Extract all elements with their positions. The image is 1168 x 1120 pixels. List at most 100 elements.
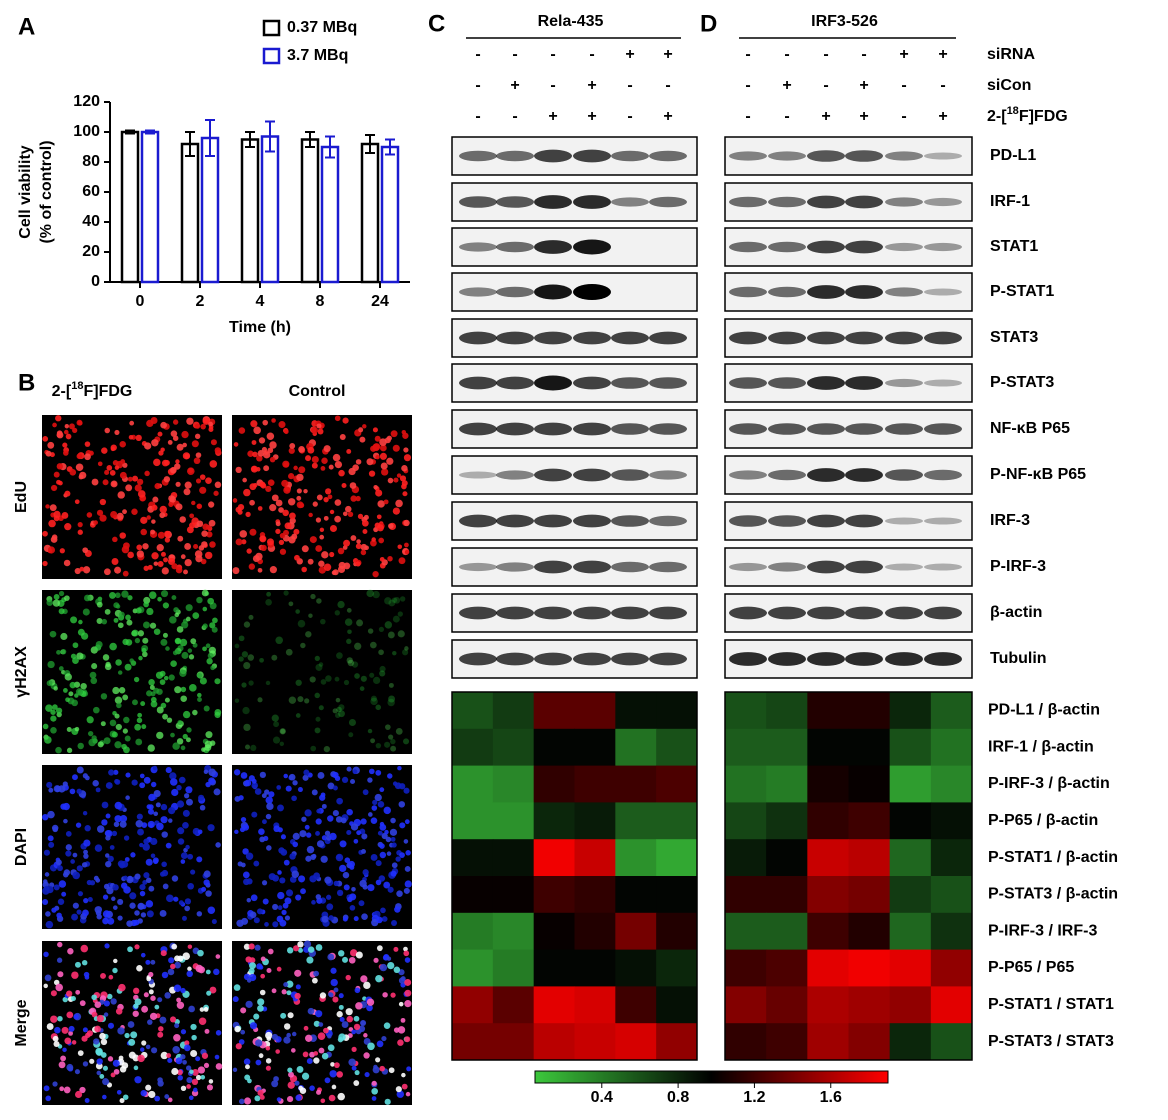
- cell: [99, 1074, 105, 1079]
- cell: [313, 1051, 319, 1056]
- cell: [125, 795, 130, 800]
- bar: [260, 135, 280, 284]
- cell: [387, 773, 393, 779]
- cell: [175, 481, 181, 487]
- heatmap-cell: [615, 839, 657, 877]
- cell: [387, 477, 394, 484]
- cell: [319, 534, 325, 540]
- cell: [298, 947, 303, 953]
- cell: [362, 869, 369, 876]
- blot-band: [807, 468, 845, 482]
- cell: [122, 694, 129, 701]
- cell: [198, 545, 205, 551]
- cell: [55, 983, 63, 992]
- blot-band: [534, 331, 572, 345]
- cell: [82, 1061, 89, 1067]
- blot: [724, 501, 973, 541]
- cell: [351, 661, 359, 668]
- blot-band: [573, 514, 611, 528]
- cell: [214, 447, 222, 454]
- cell: [240, 1029, 246, 1035]
- cell: [156, 544, 164, 552]
- cell: [73, 1014, 79, 1020]
- cell: [243, 1058, 251, 1065]
- cell: [162, 602, 169, 609]
- cell: [366, 589, 374, 598]
- blot-band: [611, 150, 649, 162]
- heatmap-cell: [656, 876, 698, 914]
- cell: [251, 440, 257, 445]
- heatmap-cell: [807, 692, 849, 730]
- cell: [77, 1050, 84, 1057]
- cell: [175, 503, 183, 511]
- cell: [188, 1095, 194, 1101]
- cell: [324, 830, 331, 836]
- protein-label: IRF-3: [990, 512, 1030, 529]
- cell: [349, 864, 355, 870]
- cell: [400, 1017, 406, 1023]
- cell: [209, 541, 216, 548]
- cell: [113, 958, 118, 964]
- cell: [329, 551, 335, 558]
- blot-band: [768, 331, 806, 345]
- cell: [350, 495, 357, 502]
- cell: [272, 921, 279, 928]
- cell: [150, 837, 158, 846]
- cell: [69, 681, 77, 689]
- cell: [137, 630, 145, 637]
- cell: [315, 818, 322, 825]
- error-bar: [365, 134, 375, 154]
- cell: [72, 852, 78, 858]
- cell: [354, 642, 362, 650]
- cell: [167, 440, 173, 445]
- cell: [186, 526, 194, 534]
- heatmap-cell: [889, 765, 932, 803]
- cell: [209, 986, 217, 994]
- bar: [300, 138, 320, 284]
- cell: [118, 611, 125, 618]
- blot-band: [459, 150, 497, 162]
- cell: [241, 651, 249, 658]
- cell: [159, 1016, 167, 1024]
- blot-band: [611, 331, 649, 345]
- cell: [130, 1031, 138, 1039]
- cell: [151, 552, 159, 560]
- cell: [102, 1094, 107, 1100]
- cell: [331, 1084, 337, 1090]
- blot-band: [768, 241, 806, 253]
- cell: [109, 642, 117, 651]
- cell: [329, 1070, 337, 1078]
- cell: [61, 891, 67, 897]
- heatmap-cell: [574, 765, 616, 803]
- cell: [47, 441, 55, 449]
- heatmap-cell: [492, 949, 535, 987]
- heatmap-cell: [574, 986, 616, 1024]
- cell: [183, 488, 191, 496]
- cell: [343, 539, 351, 547]
- blot-band: [496, 606, 534, 620]
- cell: [122, 1094, 129, 1100]
- blot-band: [768, 423, 806, 435]
- colorbar-tick-label: 1.6: [820, 1089, 842, 1106]
- cell: [208, 501, 215, 508]
- cell: [330, 967, 337, 974]
- cell: [405, 850, 411, 856]
- heatmap-cell: [533, 802, 575, 840]
- cell: [392, 507, 400, 515]
- cell: [82, 773, 88, 779]
- cell: [71, 971, 79, 979]
- cell: [325, 488, 332, 495]
- blot-band: [729, 606, 767, 620]
- cell: [63, 429, 69, 435]
- cell: [129, 658, 134, 663]
- cell: [327, 953, 335, 961]
- blot-band: [459, 422, 497, 436]
- cell: [62, 781, 68, 787]
- cell: [378, 649, 384, 656]
- heatmap-cell: [656, 802, 698, 840]
- cell: [363, 981, 371, 990]
- cell: [102, 1065, 108, 1071]
- cell: [239, 530, 248, 538]
- heatmap-cell: [533, 728, 575, 767]
- cell: [164, 537, 171, 543]
